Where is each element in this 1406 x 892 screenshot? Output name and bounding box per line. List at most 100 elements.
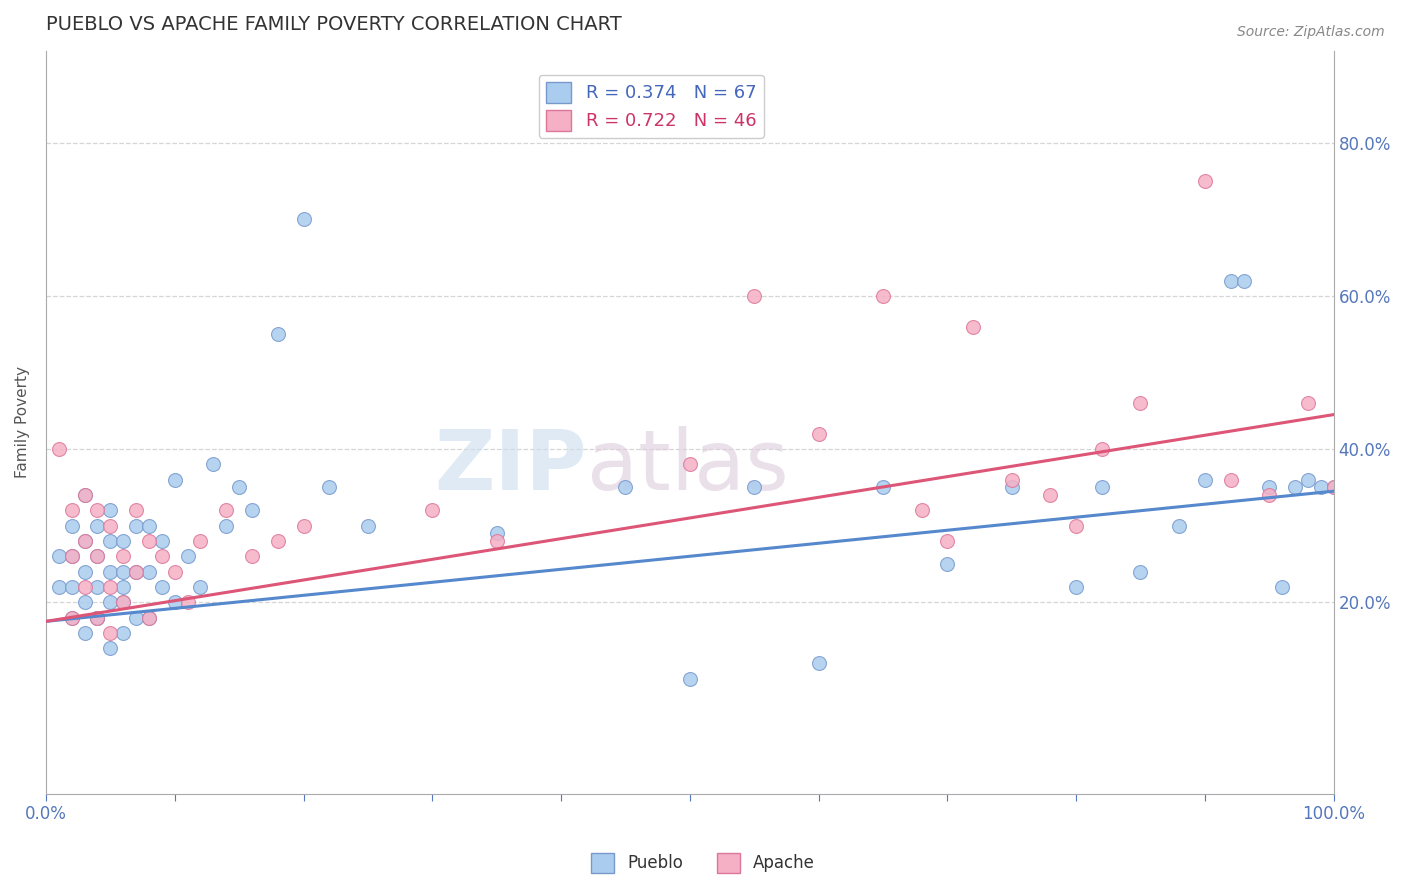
- Point: [1194, 473, 1216, 487]
- Point: [112, 625, 135, 640]
- Point: [98, 565, 121, 579]
- Point: [292, 212, 315, 227]
- Point: [163, 473, 186, 487]
- Point: [150, 580, 173, 594]
- Text: ZIP: ZIP: [434, 426, 586, 508]
- Point: [1064, 518, 1087, 533]
- Point: [1271, 580, 1294, 594]
- Point: [138, 518, 160, 533]
- Point: [112, 580, 135, 594]
- Point: [1194, 174, 1216, 188]
- Point: [872, 289, 894, 303]
- Point: [1168, 518, 1191, 533]
- Point: [215, 503, 238, 517]
- Point: [807, 657, 830, 671]
- Point: [962, 319, 984, 334]
- Point: [73, 565, 96, 579]
- Point: [73, 488, 96, 502]
- Point: [936, 557, 959, 571]
- Legend: R = 0.374   N = 67, R = 0.722   N = 46: R = 0.374 N = 67, R = 0.722 N = 46: [538, 75, 763, 138]
- Point: [240, 503, 263, 517]
- Point: [163, 565, 186, 579]
- Point: [98, 641, 121, 656]
- Point: [1296, 473, 1319, 487]
- Point: [267, 327, 290, 342]
- Point: [357, 518, 380, 533]
- Point: [86, 610, 108, 624]
- Point: [742, 289, 765, 303]
- Point: [150, 533, 173, 548]
- Point: [112, 565, 135, 579]
- Point: [1064, 580, 1087, 594]
- Point: [112, 549, 135, 564]
- Point: [86, 610, 108, 624]
- Point: [215, 518, 238, 533]
- Point: [742, 480, 765, 494]
- Point: [1039, 488, 1062, 502]
- Legend: Pueblo, Apache: Pueblo, Apache: [583, 847, 823, 880]
- Point: [73, 580, 96, 594]
- Point: [73, 625, 96, 640]
- Point: [98, 503, 121, 517]
- Point: [112, 533, 135, 548]
- Point: [1232, 274, 1254, 288]
- Point: [125, 565, 148, 579]
- Point: [86, 549, 108, 564]
- Point: [614, 480, 637, 494]
- Point: [86, 549, 108, 564]
- Point: [807, 426, 830, 441]
- Point: [125, 610, 148, 624]
- Y-axis label: Family Poverty: Family Poverty: [15, 367, 30, 478]
- Point: [138, 565, 160, 579]
- Point: [176, 549, 198, 564]
- Point: [86, 610, 108, 624]
- Point: [1001, 473, 1024, 487]
- Point: [60, 549, 83, 564]
- Point: [679, 672, 702, 686]
- Point: [1284, 480, 1306, 494]
- Point: [125, 518, 148, 533]
- Point: [138, 610, 160, 624]
- Point: [318, 480, 340, 494]
- Point: [910, 503, 932, 517]
- Point: [936, 533, 959, 548]
- Point: [98, 595, 121, 609]
- Point: [73, 488, 96, 502]
- Point: [1296, 396, 1319, 410]
- Point: [190, 580, 212, 594]
- Point: [872, 480, 894, 494]
- Point: [48, 580, 70, 594]
- Point: [292, 518, 315, 533]
- Point: [190, 533, 212, 548]
- Point: [176, 595, 198, 609]
- Point: [1258, 480, 1281, 494]
- Point: [73, 533, 96, 548]
- Point: [60, 610, 83, 624]
- Text: Source: ZipAtlas.com: Source: ZipAtlas.com: [1237, 25, 1385, 39]
- Point: [1219, 473, 1241, 487]
- Point: [98, 625, 121, 640]
- Point: [138, 610, 160, 624]
- Point: [60, 580, 83, 594]
- Point: [60, 610, 83, 624]
- Point: [1323, 480, 1346, 494]
- Point: [60, 549, 83, 564]
- Text: PUEBLO VS APACHE FAMILY POVERTY CORRELATION CHART: PUEBLO VS APACHE FAMILY POVERTY CORRELAT…: [46, 15, 621, 34]
- Point: [1091, 480, 1114, 494]
- Point: [112, 595, 135, 609]
- Point: [228, 480, 250, 494]
- Point: [125, 503, 148, 517]
- Point: [1219, 274, 1241, 288]
- Point: [112, 595, 135, 609]
- Point: [138, 533, 160, 548]
- Text: atlas: atlas: [586, 426, 789, 508]
- Point: [240, 549, 263, 564]
- Point: [1001, 480, 1024, 494]
- Point: [98, 533, 121, 548]
- Point: [1129, 565, 1152, 579]
- Point: [1309, 480, 1331, 494]
- Point: [73, 533, 96, 548]
- Point: [485, 526, 508, 541]
- Point: [60, 518, 83, 533]
- Point: [48, 549, 70, 564]
